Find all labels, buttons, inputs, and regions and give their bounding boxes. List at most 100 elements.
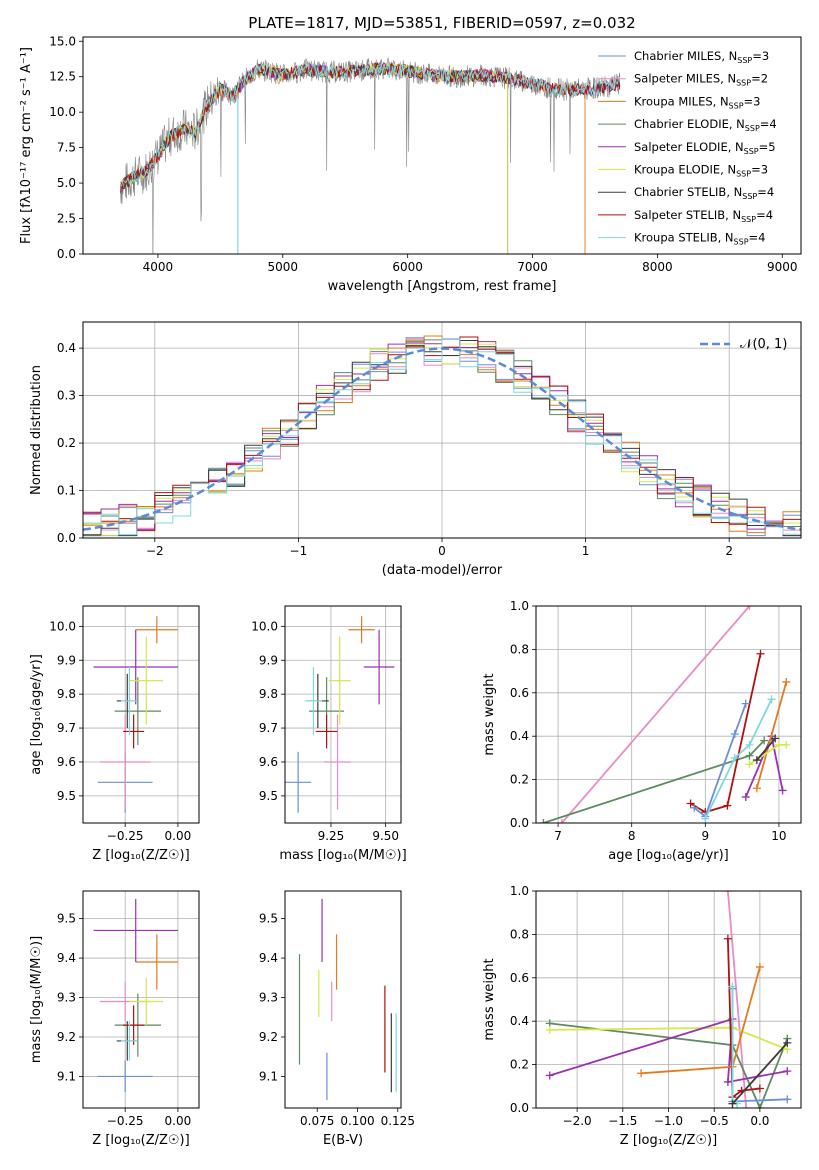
y-tick-label: 9.4 — [259, 951, 278, 965]
y-tick-label: 0.0 — [57, 247, 76, 261]
panel-spectrum: 4000 5000 6000 7000 8000 9000 0.0 2.5 5.0 7.5 10.0… — [19, 14, 802, 294]
x-tick-label: 0 — [438, 544, 446, 558]
y-axis-label: mass weight — [482, 673, 497, 755]
gaussian-curve-line — [83, 347, 801, 531]
mass-weight-marker — [752, 756, 761, 765]
mass-weight-marker — [730, 753, 739, 762]
x-tick-label: 8 — [628, 829, 636, 843]
y-tick-label: 2.5 — [57, 212, 76, 226]
y-tick-label: 9.1 — [57, 1069, 76, 1083]
y-tick-label: 9.4 — [57, 951, 76, 965]
y-tick-label: 0.0 — [510, 1101, 529, 1115]
y-tick-label: 0.4 — [510, 1014, 529, 1028]
y-tick-label: 9.9 — [57, 653, 76, 667]
x-tick-label: 4000 — [143, 260, 174, 274]
mass-weight-marker — [782, 677, 791, 686]
mass-weight-marker — [752, 784, 761, 793]
mass-weight-marker — [755, 1084, 764, 1093]
y-tick-label: 0.2 — [510, 1058, 529, 1072]
mass-weight-marker — [723, 801, 732, 810]
mass-weight-marker — [756, 649, 765, 658]
y-tick-label: 9.7 — [57, 721, 76, 735]
y-tick-label: 9.1 — [259, 1069, 278, 1083]
y-tick-label: 10.0 — [49, 105, 76, 119]
x-tick-label: 5000 — [268, 260, 299, 274]
y-tick-label: 5.0 — [57, 176, 76, 190]
legend-label: Salpeter STELIB, NSSP=4 — [634, 208, 773, 224]
y-tick-label: 9.5 — [57, 789, 76, 803]
x-axis-label: (data-model)/error — [382, 563, 503, 578]
mass-weight-marker — [745, 751, 754, 760]
legend-label: Kroupa STELIB, NSSP=4 — [634, 231, 765, 247]
mass-weight-marker — [774, 740, 783, 749]
mass-weight-marker — [778, 786, 787, 795]
x-tick-label: −1.0 — [654, 1114, 683, 1128]
plot-area — [298, 898, 397, 1101]
y-tick-label: 9.3 — [57, 991, 76, 1005]
x-tick-label: −2.0 — [563, 1114, 592, 1128]
mass-weight-marker — [545, 1025, 554, 1034]
mass-weight-marker — [782, 740, 791, 749]
legend-label: Salpeter MILES, NSSP=2 — [634, 72, 768, 88]
mass-weight-marker — [723, 1077, 732, 1086]
y-tick-label: 1.0 — [510, 599, 529, 613]
x-tick-label: 2 — [725, 544, 733, 558]
x-tick-label: 9.25 — [318, 829, 345, 843]
model-spectrum-line — [120, 60, 509, 254]
y-tick-label: 10.0 — [49, 619, 76, 633]
x-tick-label: −2 — [146, 544, 164, 558]
x-tick-label: 9000 — [767, 260, 798, 274]
legend-label: Chabrier STELIB, NSSP=4 — [634, 185, 774, 201]
axes-frame — [82, 36, 802, 255]
mass-weight-line — [704, 698, 773, 820]
observed-spectrum-line — [120, 56, 621, 254]
mass-weight-marker — [771, 734, 780, 743]
mass-weight-marker — [755, 1104, 764, 1108]
mass-weight-marker — [723, 891, 732, 895]
model-spectrum-line — [120, 62, 586, 254]
mass-weight-line — [727, 938, 761, 1099]
mass-weight-marker — [760, 736, 769, 745]
plot-area — [536, 891, 801, 1108]
x-tick-label: 0.100 — [340, 1114, 374, 1128]
panel-mass-weight-vs-age: 7 8 9 10 0.0 0.2 0.4 0.6 0.8 1.0 age [log₁₀(age/yr… — [482, 599, 802, 863]
x-tick-label: −1 — [290, 544, 308, 558]
y-tick-label: 9.7 — [259, 721, 278, 735]
legend-label: Chabrier ELODIE, NSSP=4 — [634, 117, 777, 133]
y-tick-label: 0.4 — [57, 341, 76, 355]
plot-area — [536, 606, 801, 823]
mass-weight-line — [543, 739, 765, 823]
x-tick-label: 0.075 — [300, 1114, 334, 1128]
plot-area — [285, 606, 401, 823]
x-tick-label: 0.125 — [381, 1114, 415, 1128]
x-tick-label: 10 — [771, 829, 786, 843]
x-tick-label: 6000 — [392, 260, 423, 274]
y-tick-label: 1.0 — [510, 884, 529, 898]
axes-frame — [284, 890, 402, 1109]
legend-label: Salpeter ELODIE, NSSP=5 — [634, 140, 776, 156]
x-axis-label: wavelength [Angstrom, rest frame] — [328, 279, 557, 294]
mass-weight-marker — [783, 1038, 792, 1047]
y-tick-label: 0.0 — [57, 531, 76, 545]
mass-weight-marker — [755, 962, 764, 971]
y-tick-label: 9.2 — [259, 1030, 278, 1044]
panel-age-vs-Z: −0.25 0.00 9.5 9.6 9.7 9.8 9.9 10.0 Z [log₁₀(Z/Z… — [29, 605, 200, 863]
y-axis-label: Normed distribution — [29, 365, 44, 495]
panel-age-vs-mass: 9.25 9.50 9.5 9.6 9.7 9.8 9.9 10.0 mass [log₁₀(M… — [251, 605, 407, 863]
mass-weight-marker — [723, 934, 732, 943]
y-tick-label: 0.2 — [57, 436, 76, 450]
y-tick-label: 0.3 — [57, 389, 76, 403]
mass-weight-marker — [701, 814, 710, 823]
x-axis-label: mass [log₁₀(M/M☉)] — [279, 848, 406, 863]
mass-weight-marker — [745, 740, 754, 749]
model-spectrum-line — [120, 61, 509, 254]
axes-frame — [284, 605, 402, 824]
y-axis-label: mass weight — [482, 958, 497, 1040]
mass-weight-marker — [745, 606, 754, 610]
y-tick-label: 9.5 — [259, 789, 278, 803]
mass-weight-marker — [783, 1067, 792, 1076]
x-axis-label: Z [log₁₀(Z/Z☉)] — [92, 1133, 189, 1148]
x-tick-label: 0.00 — [165, 1114, 192, 1128]
mass-weight-marker — [545, 1071, 554, 1080]
mass-weight-line — [693, 703, 747, 818]
